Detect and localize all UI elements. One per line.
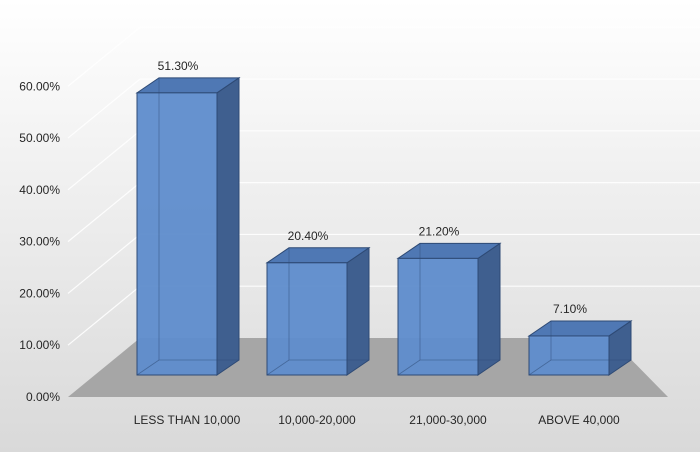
bar: [265, 246, 371, 376]
bar-inner-edge: [528, 359, 552, 376]
y-tick-label: 40.00%: [19, 183, 60, 197]
bars: [135, 76, 633, 376]
data-label: 21.20%: [419, 224, 460, 238]
bar-front-face: [528, 335, 610, 376]
data-label: 51.30%: [158, 59, 199, 73]
bar-side-face: [346, 246, 370, 376]
x-tick-label: LESS THAN 10,000: [134, 413, 241, 427]
gridline-side: [67, 130, 141, 191]
gridline-side: [67, 182, 141, 243]
y-tick-label: 50.00%: [19, 131, 60, 145]
bar-inner-edge: [136, 359, 160, 376]
x-tick-label: 10,000-20,000: [278, 413, 356, 427]
bar-front-face: [397, 257, 479, 376]
data-label: 7.10%: [553, 302, 587, 316]
gridline-side: [67, 78, 141, 139]
bar-inner-edge: [266, 359, 290, 376]
gridline-side: [67, 233, 141, 294]
y-tick-label: 0.00%: [26, 390, 60, 404]
data-labels: 51.30% 20.40% 21.20% 7.10%: [158, 59, 588, 316]
bar: [135, 76, 241, 376]
y-tick-label: 30.00%: [19, 235, 60, 249]
bar-inner-edge: [397, 359, 421, 376]
gridline-side: [67, 285, 141, 346]
y-tick-label: 60.00%: [19, 79, 60, 93]
x-axis-labels: LESS THAN 10,000 10,000-20,000 21,000-30,0…: [134, 413, 620, 427]
x-tick-label: 21,000-30,000: [409, 413, 487, 427]
bar-side-face: [477, 242, 501, 376]
y-tick-label: 20.00%: [19, 286, 60, 300]
bar: [527, 320, 633, 376]
y-tick-label: 10.00%: [19, 338, 60, 352]
bar-front-face: [136, 92, 218, 376]
bar-side-face: [216, 76, 240, 376]
data-label: 20.40%: [288, 229, 329, 243]
y-axis-labels: 0.00% 10.00% 20.00% 30.00% 40.00% 50.00% 60.00…: [19, 79, 60, 404]
bar: [396, 242, 502, 376]
bar-front-face: [266, 262, 348, 376]
gridline-side: [67, 26, 141, 87]
x-tick-label: ABOVE 40,000: [538, 413, 620, 427]
